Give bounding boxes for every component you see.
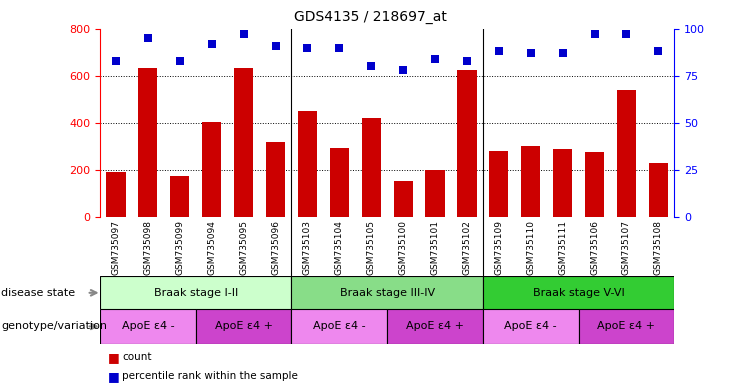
Bar bbox=[100, 309, 196, 344]
Bar bbox=[388, 309, 483, 344]
Bar bbox=[139, 68, 158, 217]
Bar bbox=[617, 90, 636, 217]
Point bbox=[333, 45, 345, 51]
Point bbox=[206, 41, 218, 47]
Bar bbox=[579, 309, 674, 344]
Text: Braak stage III-IV: Braak stage III-IV bbox=[339, 288, 435, 298]
Point bbox=[270, 43, 282, 49]
Bar bbox=[100, 276, 291, 309]
Bar bbox=[170, 176, 190, 217]
Bar bbox=[425, 170, 445, 217]
Bar bbox=[457, 70, 476, 217]
Text: disease state: disease state bbox=[1, 288, 76, 298]
Text: GSM735099: GSM735099 bbox=[176, 220, 185, 275]
Bar bbox=[393, 180, 413, 217]
Text: percentile rank within the sample: percentile rank within the sample bbox=[122, 371, 298, 381]
Bar bbox=[202, 122, 222, 217]
Point bbox=[556, 50, 568, 56]
Text: ■: ■ bbox=[107, 370, 119, 383]
Text: Braak stage V-VI: Braak stage V-VI bbox=[533, 288, 625, 298]
Text: ■: ■ bbox=[107, 351, 119, 364]
Bar bbox=[330, 147, 349, 217]
Bar bbox=[585, 152, 604, 217]
Text: genotype/variation: genotype/variation bbox=[1, 321, 107, 331]
Text: GDS4135 / 218697_at: GDS4135 / 218697_at bbox=[294, 10, 447, 23]
Text: GSM735096: GSM735096 bbox=[271, 220, 280, 275]
Point bbox=[142, 35, 154, 41]
Bar bbox=[553, 149, 572, 217]
Point bbox=[620, 31, 632, 38]
Point bbox=[652, 48, 664, 55]
Text: GSM735097: GSM735097 bbox=[111, 220, 121, 275]
Point bbox=[397, 67, 409, 73]
Text: GSM735103: GSM735103 bbox=[303, 220, 312, 275]
Point bbox=[525, 50, 536, 56]
Text: count: count bbox=[122, 352, 152, 362]
Text: ApoE ε4 -: ApoE ε4 - bbox=[313, 321, 365, 331]
Text: GSM735107: GSM735107 bbox=[622, 220, 631, 275]
Point bbox=[238, 31, 250, 38]
Bar bbox=[298, 111, 317, 217]
Text: GSM735111: GSM735111 bbox=[558, 220, 567, 275]
Text: ApoE ε4 -: ApoE ε4 - bbox=[505, 321, 557, 331]
Text: GSM735105: GSM735105 bbox=[367, 220, 376, 275]
Point bbox=[174, 58, 186, 64]
Text: GSM735101: GSM735101 bbox=[431, 220, 439, 275]
Text: GSM735109: GSM735109 bbox=[494, 220, 503, 275]
Text: ApoE ε4 +: ApoE ε4 + bbox=[406, 321, 464, 331]
Text: GSM735100: GSM735100 bbox=[399, 220, 408, 275]
Text: ApoE ε4 +: ApoE ε4 + bbox=[597, 321, 656, 331]
Bar bbox=[489, 151, 508, 217]
Text: GSM735110: GSM735110 bbox=[526, 220, 535, 275]
Point bbox=[110, 58, 122, 64]
Bar bbox=[483, 276, 674, 309]
Text: GSM735094: GSM735094 bbox=[207, 220, 216, 275]
Bar bbox=[291, 276, 483, 309]
Point bbox=[365, 63, 377, 70]
Text: GSM735108: GSM735108 bbox=[654, 220, 663, 275]
Bar bbox=[649, 163, 668, 217]
Text: GSM735104: GSM735104 bbox=[335, 220, 344, 275]
Point bbox=[461, 58, 473, 64]
Point bbox=[493, 48, 505, 55]
Bar bbox=[521, 146, 540, 217]
Text: GSM735102: GSM735102 bbox=[462, 220, 471, 275]
Text: GSM735095: GSM735095 bbox=[239, 220, 248, 275]
Bar bbox=[266, 142, 285, 217]
Bar bbox=[362, 118, 381, 217]
Text: Braak stage I-II: Braak stage I-II bbox=[153, 288, 238, 298]
Point bbox=[429, 56, 441, 62]
Text: ApoE ε4 -: ApoE ε4 - bbox=[122, 321, 174, 331]
Bar bbox=[196, 309, 291, 344]
Text: GSM735106: GSM735106 bbox=[590, 220, 599, 275]
Point bbox=[588, 31, 600, 38]
Text: ApoE ε4 +: ApoE ε4 + bbox=[215, 321, 273, 331]
Text: GSM735098: GSM735098 bbox=[144, 220, 153, 275]
Bar bbox=[107, 172, 125, 217]
Bar bbox=[291, 309, 387, 344]
Point bbox=[302, 45, 313, 51]
Bar bbox=[234, 68, 253, 217]
Bar bbox=[483, 309, 579, 344]
